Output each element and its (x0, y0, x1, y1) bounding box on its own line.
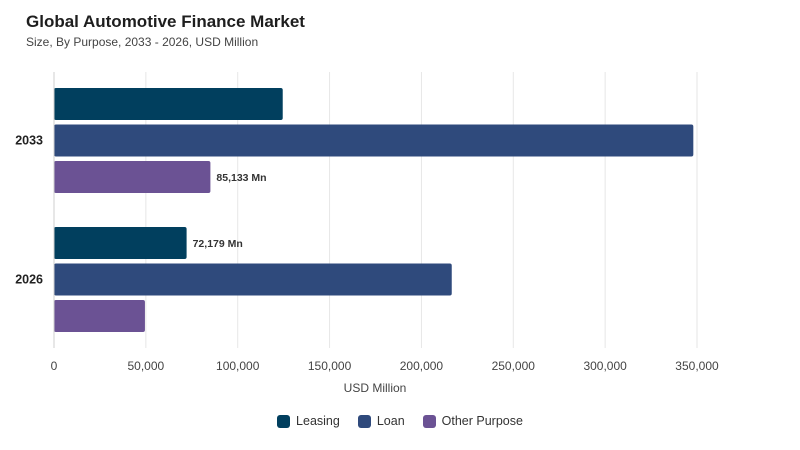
bar-loan (54, 263, 452, 296)
legend-swatch (422, 414, 436, 428)
x-tick-label: 250,000 (492, 359, 536, 373)
legend-label: Other Purpose (441, 414, 523, 428)
bar-value-label: 85,133 Mn (216, 172, 266, 184)
bars (54, 88, 694, 332)
y-category-label: 2026 (15, 273, 43, 287)
legend-swatch (277, 414, 291, 428)
x-tick-label: 200,000 (400, 359, 444, 373)
legend-item-loan: Loan (357, 414, 405, 428)
x-tick-label: 50,000 (128, 359, 165, 373)
x-tick-label: 300,000 (583, 359, 627, 373)
x-tick-label: 150,000 (308, 359, 352, 373)
x-tick-label: 0 (51, 359, 58, 373)
legend: Leasing Loan Other Purpose (0, 414, 800, 428)
bar-value-label: 72,179 Mn (193, 238, 243, 250)
axes: 0 50,000 100,000 150,000 200,000 250,000 300,0… (15, 72, 719, 373)
legend-swatch (357, 414, 371, 428)
bar-leasing (54, 88, 283, 120)
legend-label: Loan (376, 414, 405, 428)
bar-loan (54, 124, 694, 157)
x-tick-label: 100,000 (216, 359, 260, 373)
chart-title: Global Automotive Finance Market (26, 12, 305, 31)
y-category-label: 2033 (15, 134, 43, 148)
legend-label: Leasing (296, 414, 340, 428)
bar-other-purpose (54, 300, 145, 332)
legend-item-leasing: Leasing (277, 414, 340, 428)
x-axis-label: USD Million (344, 381, 407, 395)
bar-leasing (54, 227, 187, 259)
bar-other-purpose (54, 161, 211, 193)
x-tick-label: 350,000 (675, 359, 719, 373)
legend-item-other-purpose: Other Purpose (422, 414, 523, 428)
chart-subtitle: Size, By Purpose, 2033 - 2026, USD Milli… (26, 35, 259, 49)
value-labels: 85,133 Mn 72,179 Mn (193, 172, 267, 250)
